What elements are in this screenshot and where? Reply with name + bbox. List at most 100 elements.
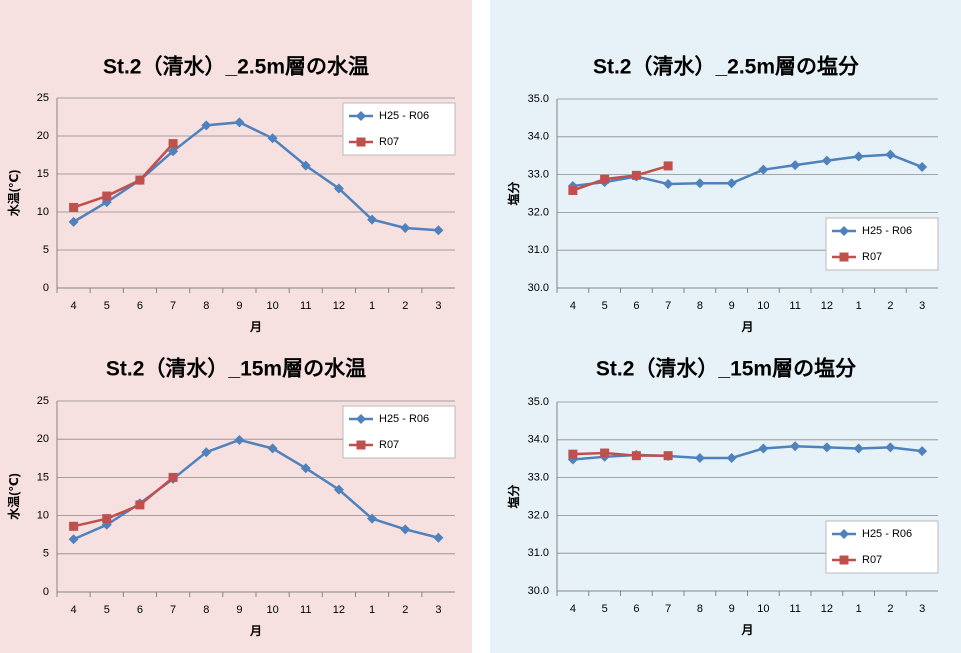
x-tick-label: 10 [266,604,278,616]
marker [135,175,145,185]
marker [839,529,849,539]
marker [356,414,366,424]
series-line [572,164,669,192]
marker [853,151,864,162]
x-tick-label: 4 [570,603,576,615]
x-tick-label: 4 [570,300,576,312]
marker [790,160,801,171]
y-tick-label: 25 [37,92,49,104]
legend-label: H25 - R06 [379,413,429,425]
x-tick-label: 5 [104,604,110,616]
y-axis-label: 塩分 [506,181,521,205]
marker [885,442,896,453]
x-tick-label: 12 [821,603,833,615]
x-axis-label: 月 [249,320,262,334]
x-tick-label: 12 [333,300,345,312]
marker [333,484,344,495]
marker [726,452,737,463]
marker [234,434,245,445]
marker [356,440,366,450]
marker [917,446,928,457]
x-tick-label: 3 [435,604,441,616]
marker [568,449,578,459]
y-tick-label: 0 [43,586,49,598]
x-tick-label: 2 [887,603,893,615]
y-tick-label: 10 [37,206,49,218]
x-tick-label: 11 [789,603,800,615]
y-tick-label: 34.0 [528,434,549,446]
marker [69,202,79,212]
x-tick-label: 8 [697,300,703,312]
legend-label: H25 - R06 [862,225,912,237]
y-axis-label: 水温(℃) [6,170,21,217]
legend-label: H25 - R06 [862,528,912,540]
x-tick-label: 3 [919,603,925,615]
y-tick-label: 31.0 [528,547,549,559]
x-tick-label: 5 [602,300,608,312]
marker [102,191,112,201]
x-tick-label: 2 [402,604,408,616]
marker [917,162,928,173]
x-tick-label: 1 [856,300,862,312]
legend-label: R07 [379,136,399,148]
x-tick-label: 6 [633,300,639,312]
marker [400,222,411,233]
series-line [73,142,175,209]
marker [694,178,705,189]
x-tick-label: 6 [137,300,143,312]
legend-label: R07 [862,554,882,566]
legend-label: H25 - R06 [379,110,429,122]
y-tick-label: 32.0 [528,509,549,521]
y-tick-label: 25 [37,395,49,407]
y-axis-label: 水温(℃) [6,473,21,520]
marker [356,111,366,121]
x-tick-label: 5 [602,603,608,615]
x-tick-label: 1 [856,603,862,615]
marker [333,183,344,194]
chart-title: St.2（清水）_2.5m層の塩分 [593,55,859,79]
y-tick-label: 35.0 [528,93,549,105]
x-tick-label: 10 [266,300,278,312]
chart-title: St.2（清水）_15m層の塩分 [596,357,856,381]
y-tick-label: 20 [37,130,49,142]
x-tick-label: 11 [300,300,311,312]
series-line [572,153,923,188]
x-tick-label: 12 [333,604,345,616]
marker [821,442,832,453]
chart-title: St.2（清水）_15m層の水温 [106,357,366,381]
y-tick-label: 33.0 [528,472,549,484]
y-tick-label: 30.0 [528,282,549,294]
y-tick-label: 5 [43,244,49,256]
x-tick-label: 6 [633,603,639,615]
marker [853,443,864,454]
x-tick-label: 10 [757,603,769,615]
marker [267,443,278,454]
legend-label: R07 [862,251,882,263]
marker [168,146,179,157]
x-tick-label: 7 [665,300,671,312]
y-tick-label: 32.0 [528,206,549,218]
x-tick-label: 11 [300,604,311,616]
x-tick-label: 8 [697,603,703,615]
marker [234,117,245,128]
marker [726,178,737,189]
marker [663,179,674,190]
x-tick-label: 6 [137,604,143,616]
x-axis-label: 月 [740,623,753,637]
marker [663,161,673,171]
marker [356,137,366,147]
series-line [73,476,174,528]
marker [885,149,896,160]
x-tick-label: 7 [665,603,671,615]
y-tick-label: 15 [37,471,49,483]
marker [201,120,212,131]
marker [758,164,769,175]
y-tick-label: 10 [37,510,49,522]
marker [267,133,278,144]
marker [168,472,178,482]
marker [631,451,641,461]
marker [102,514,112,524]
marker [758,443,769,454]
marker [201,447,212,458]
x-tick-label: 12 [821,300,833,312]
